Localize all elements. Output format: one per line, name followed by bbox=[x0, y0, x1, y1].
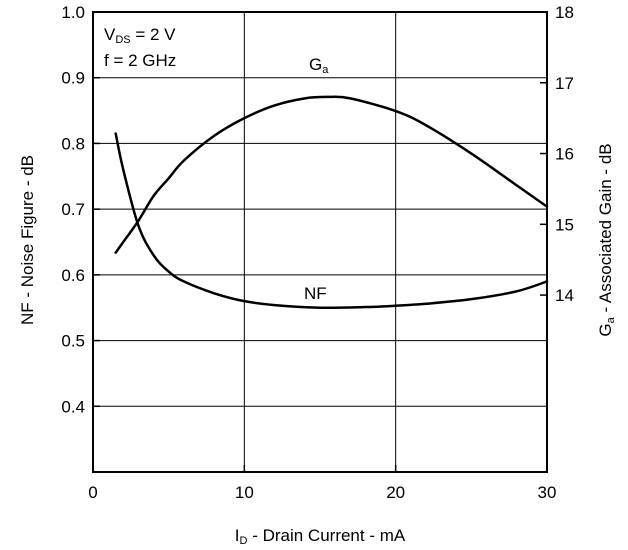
grid-lines bbox=[93, 12, 547, 472]
series-label-ga: Ga bbox=[309, 55, 329, 76]
y-left-tick-label: 0.6 bbox=[61, 266, 85, 285]
series-line-nf bbox=[114, 132, 549, 310]
y-right-tick-label: 17 bbox=[555, 74, 574, 93]
x-tick-label: 20 bbox=[386, 483, 405, 502]
y-left-tick-label: 1.0 bbox=[61, 3, 85, 22]
y-right-tick-label: 14 bbox=[555, 286, 574, 305]
y-right-tick-label: 18 bbox=[555, 3, 574, 22]
y-right-axis-title: Ga - Associated Gain - dB bbox=[596, 143, 617, 336]
x-tick-label: 10 bbox=[235, 483, 254, 502]
condition-frequency: f = 2 GHz bbox=[104, 51, 176, 70]
y-left-axis-title: NF - Noise Figure - dB bbox=[18, 155, 37, 325]
x-axis-title: ID - Drain Current - mA bbox=[235, 526, 406, 547]
tick-marks bbox=[92, 11, 548, 473]
y-right-tick-labels: 14 15 16 17 18 bbox=[555, 3, 574, 305]
y-right-tick-label: 15 bbox=[555, 215, 574, 234]
y-left-tick-labels: 0.4 0.5 0.6 0.7 0.8 0.9 1.0 bbox=[61, 3, 85, 416]
data-curves bbox=[114, 95, 549, 310]
series-line-ga bbox=[114, 95, 549, 254]
y-right-tick-label: 16 bbox=[555, 145, 574, 164]
y-left-tick-label: 0.4 bbox=[61, 397, 85, 416]
plot-frame bbox=[92, 11, 548, 473]
series-label-nf: NF bbox=[304, 284, 327, 303]
y-left-tick-label: 0.5 bbox=[61, 332, 85, 351]
y-left-tick-label: 0.7 bbox=[61, 200, 85, 219]
y-left-tick-label: 0.9 bbox=[61, 69, 85, 88]
x-tick-labels: 0 10 20 30 bbox=[88, 483, 556, 502]
x-tick-label: 0 bbox=[88, 483, 97, 502]
condition-vds: VDS = 2 V bbox=[104, 25, 176, 46]
y-left-tick-label: 0.8 bbox=[61, 134, 85, 153]
x-tick-label: 30 bbox=[538, 483, 557, 502]
